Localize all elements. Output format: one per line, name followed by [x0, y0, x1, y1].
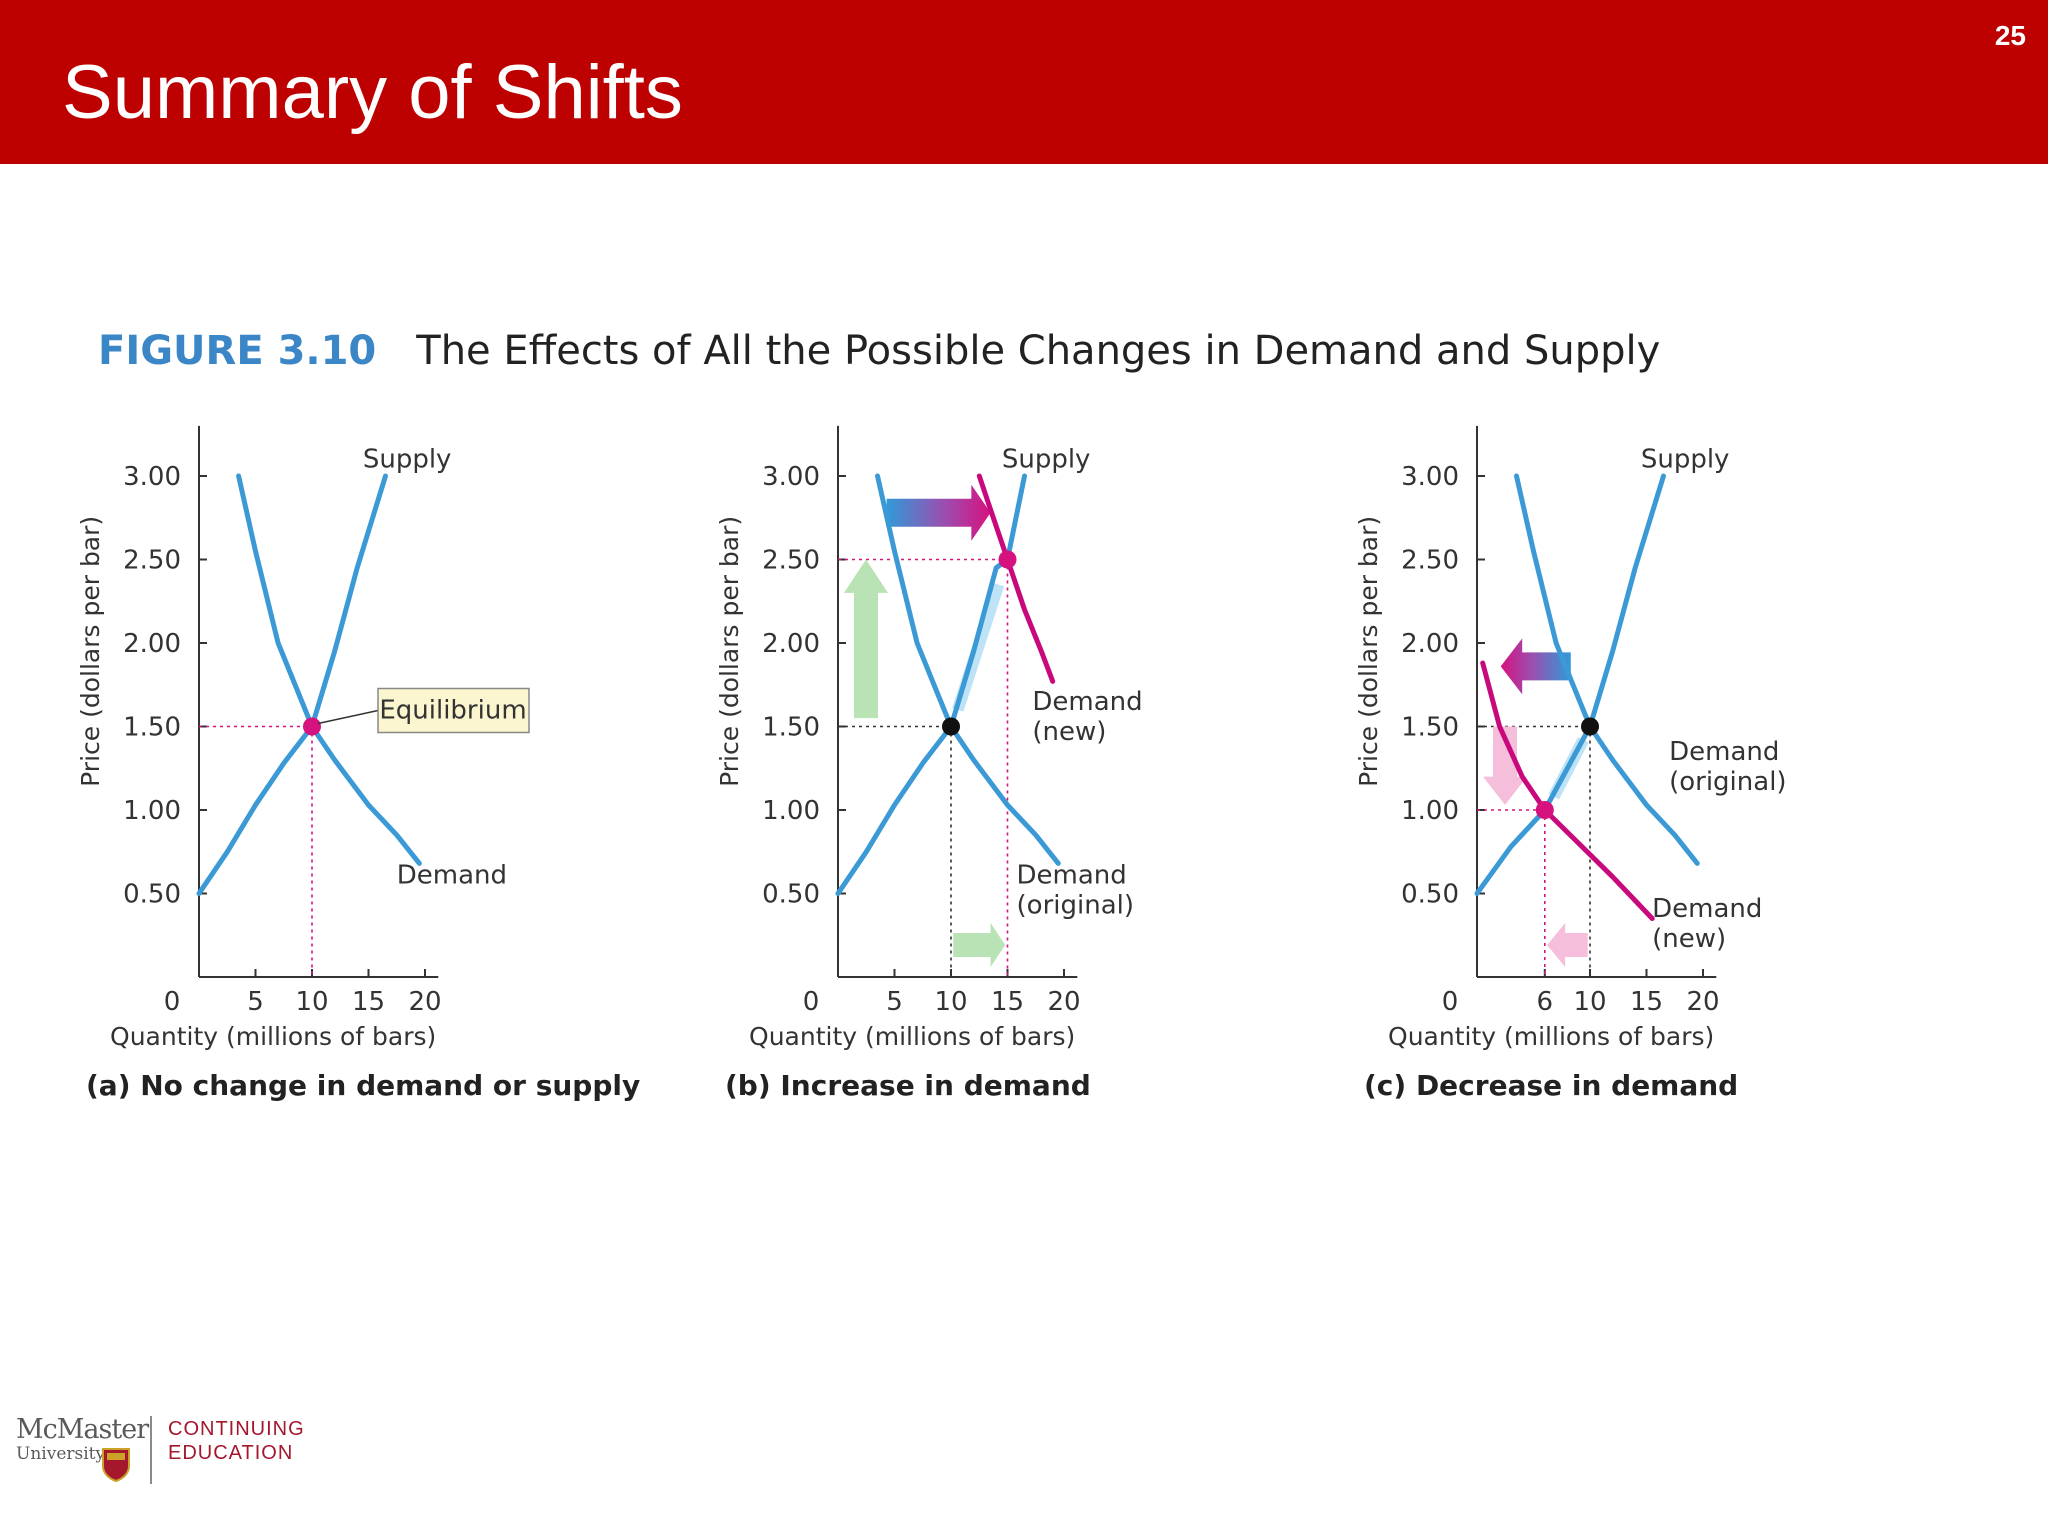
equilibrium-point — [942, 717, 960, 736]
crest-icon — [102, 1448, 130, 1482]
equilibrium-label: Equilibrium — [379, 696, 526, 726]
x-tick-label: 15 — [352, 987, 385, 1017]
curve-label: Demand (original) — [1669, 737, 1786, 797]
quantity-increase-arrow — [953, 923, 1006, 967]
curve-label: Demand (new) — [1032, 687, 1142, 747]
curve-label: Demand (original) — [1017, 860, 1134, 920]
quantity-decrease-arrow — [1547, 923, 1588, 967]
x-axis-label: Quantity (millions of bars) — [749, 1022, 1075, 1051]
x-tick-label: 5 — [247, 987, 264, 1017]
chart-panel-2: 0.50 1.00 1.50 2.00 2.50 3.00 0 5 10 15 20 Quantity… — [715, 425, 1143, 1102]
x-tick-label: 0 — [803, 987, 820, 1017]
x-tick-label: 15 — [1630, 987, 1663, 1017]
y-tick-label: 2.00 — [762, 629, 820, 659]
x-tick-label: 20 — [1686, 987, 1719, 1017]
slide-title: Summary of Shifts — [62, 50, 683, 135]
chart-panel-1: 0.50 1.00 1.50 2.00 2.50 3.00 0 5 10 15 20 Quantity… — [76, 425, 640, 1102]
curve-label: Demand (new) — [1652, 894, 1762, 954]
x-tick-label: 10 — [1573, 987, 1606, 1017]
figure-caption: FIGURE 3.10 The Effects of All the Possib… — [98, 328, 1660, 374]
panel-caption: (a) No change in demand or supply — [86, 1069, 640, 1102]
panel-caption: (b) Increase in demand — [725, 1069, 1091, 1102]
y-tick-label: 1.00 — [123, 796, 181, 826]
y-tick-label: 2.50 — [1401, 546, 1459, 576]
logo-unit-line2: EDUCATION — [168, 1442, 294, 1464]
x-tick-label: 6 — [1537, 987, 1554, 1017]
callout-leader — [317, 709, 379, 725]
x-tick-label: 15 — [991, 987, 1024, 1017]
y-tick-label: 2.50 — [762, 546, 820, 576]
curve-label: Supply — [1002, 445, 1091, 475]
panel-caption: (c) Decrease in demand — [1364, 1069, 1738, 1102]
x-tick-label: 0 — [164, 987, 181, 1017]
y-tick-label: 3.00 — [762, 462, 820, 492]
x-tick-label: 10 — [934, 987, 967, 1017]
y-tick-label: 2.50 — [123, 546, 181, 576]
x-tick-label: 0 — [1442, 987, 1459, 1017]
figure-charts: 0.50 1.00 1.50 2.00 2.50 3.00 0 5 10 15 20 Quantity… — [76, 425, 1787, 1102]
y-tick-label: 0.50 — [123, 880, 181, 910]
equilibrium-point — [1535, 801, 1554, 819]
curve-label: Demand — [397, 860, 507, 890]
y-tick-label: 2.00 — [123, 629, 181, 659]
mcmaster-logo: McMaster University CONTINUING EDUCATION — [16, 1414, 306, 1484]
logo-university-sub: University — [16, 1444, 106, 1464]
demand-shift-arrow — [886, 484, 991, 541]
y-tick-label: 3.00 — [1401, 462, 1459, 492]
chart-panel-3: 0.50 1.00 1.50 2.00 2.50 3.00 0 6 10 15 20 Quantity… — [1354, 425, 1787, 1102]
curve-label: Supply — [363, 445, 452, 475]
x-tick-label: 20 — [1047, 987, 1080, 1017]
y-tick-label: 1.00 — [762, 796, 820, 826]
curve-supply — [196, 473, 388, 896]
y-tick-label: 2.00 — [1401, 629, 1459, 659]
y-tick-label: 1.50 — [762, 713, 820, 743]
y-axis-label: Price (dollars per bar) — [1354, 516, 1383, 787]
curve-demand-new — [976, 473, 1056, 684]
price-increase-arrow — [844, 559, 888, 719]
x-tick-label: 20 — [408, 987, 441, 1017]
x-axis-label: Quantity (millions of bars) — [110, 1022, 436, 1051]
x-tick-label: 10 — [295, 987, 328, 1017]
figure-title: The Effects of All the Possible Changes … — [416, 328, 1661, 374]
curve-supply — [1474, 473, 1666, 896]
curve-label: Supply — [1641, 445, 1730, 475]
x-axis-label: Quantity (millions of bars) — [1388, 1022, 1714, 1051]
slide-number: 25 — [1994, 20, 2026, 51]
callout-box — [377, 687, 530, 734]
equilibrium-point — [998, 550, 1017, 569]
demand-shift-arrow — [1500, 638, 1571, 695]
y-tick-label: 1.50 — [1401, 713, 1459, 743]
y-axis-label: Price (dollars per bar) — [76, 516, 105, 787]
equilibrium-point — [303, 717, 321, 736]
price-decrease-arrow — [1483, 726, 1527, 805]
x-tick-label: 5 — [886, 987, 903, 1017]
title-bar: Summary of Shifts 25 — [0, 0, 2048, 164]
y-tick-label: 1.50 — [123, 713, 181, 743]
figure-label: FIGURE 3.10 — [98, 328, 377, 374]
logo-university-name: McMaster — [16, 1414, 149, 1445]
y-tick-label: 0.50 — [762, 880, 820, 910]
logo-divider — [150, 1416, 152, 1484]
equilibrium-point — [1581, 717, 1599, 736]
y-tick-label: 0.50 — [1401, 880, 1459, 910]
logo-unit-line1: CONTINUING — [168, 1418, 305, 1440]
y-tick-label: 1.00 — [1401, 796, 1459, 826]
y-axis-label: Price (dollars per bar) — [715, 516, 744, 787]
y-tick-label: 3.00 — [123, 462, 181, 492]
